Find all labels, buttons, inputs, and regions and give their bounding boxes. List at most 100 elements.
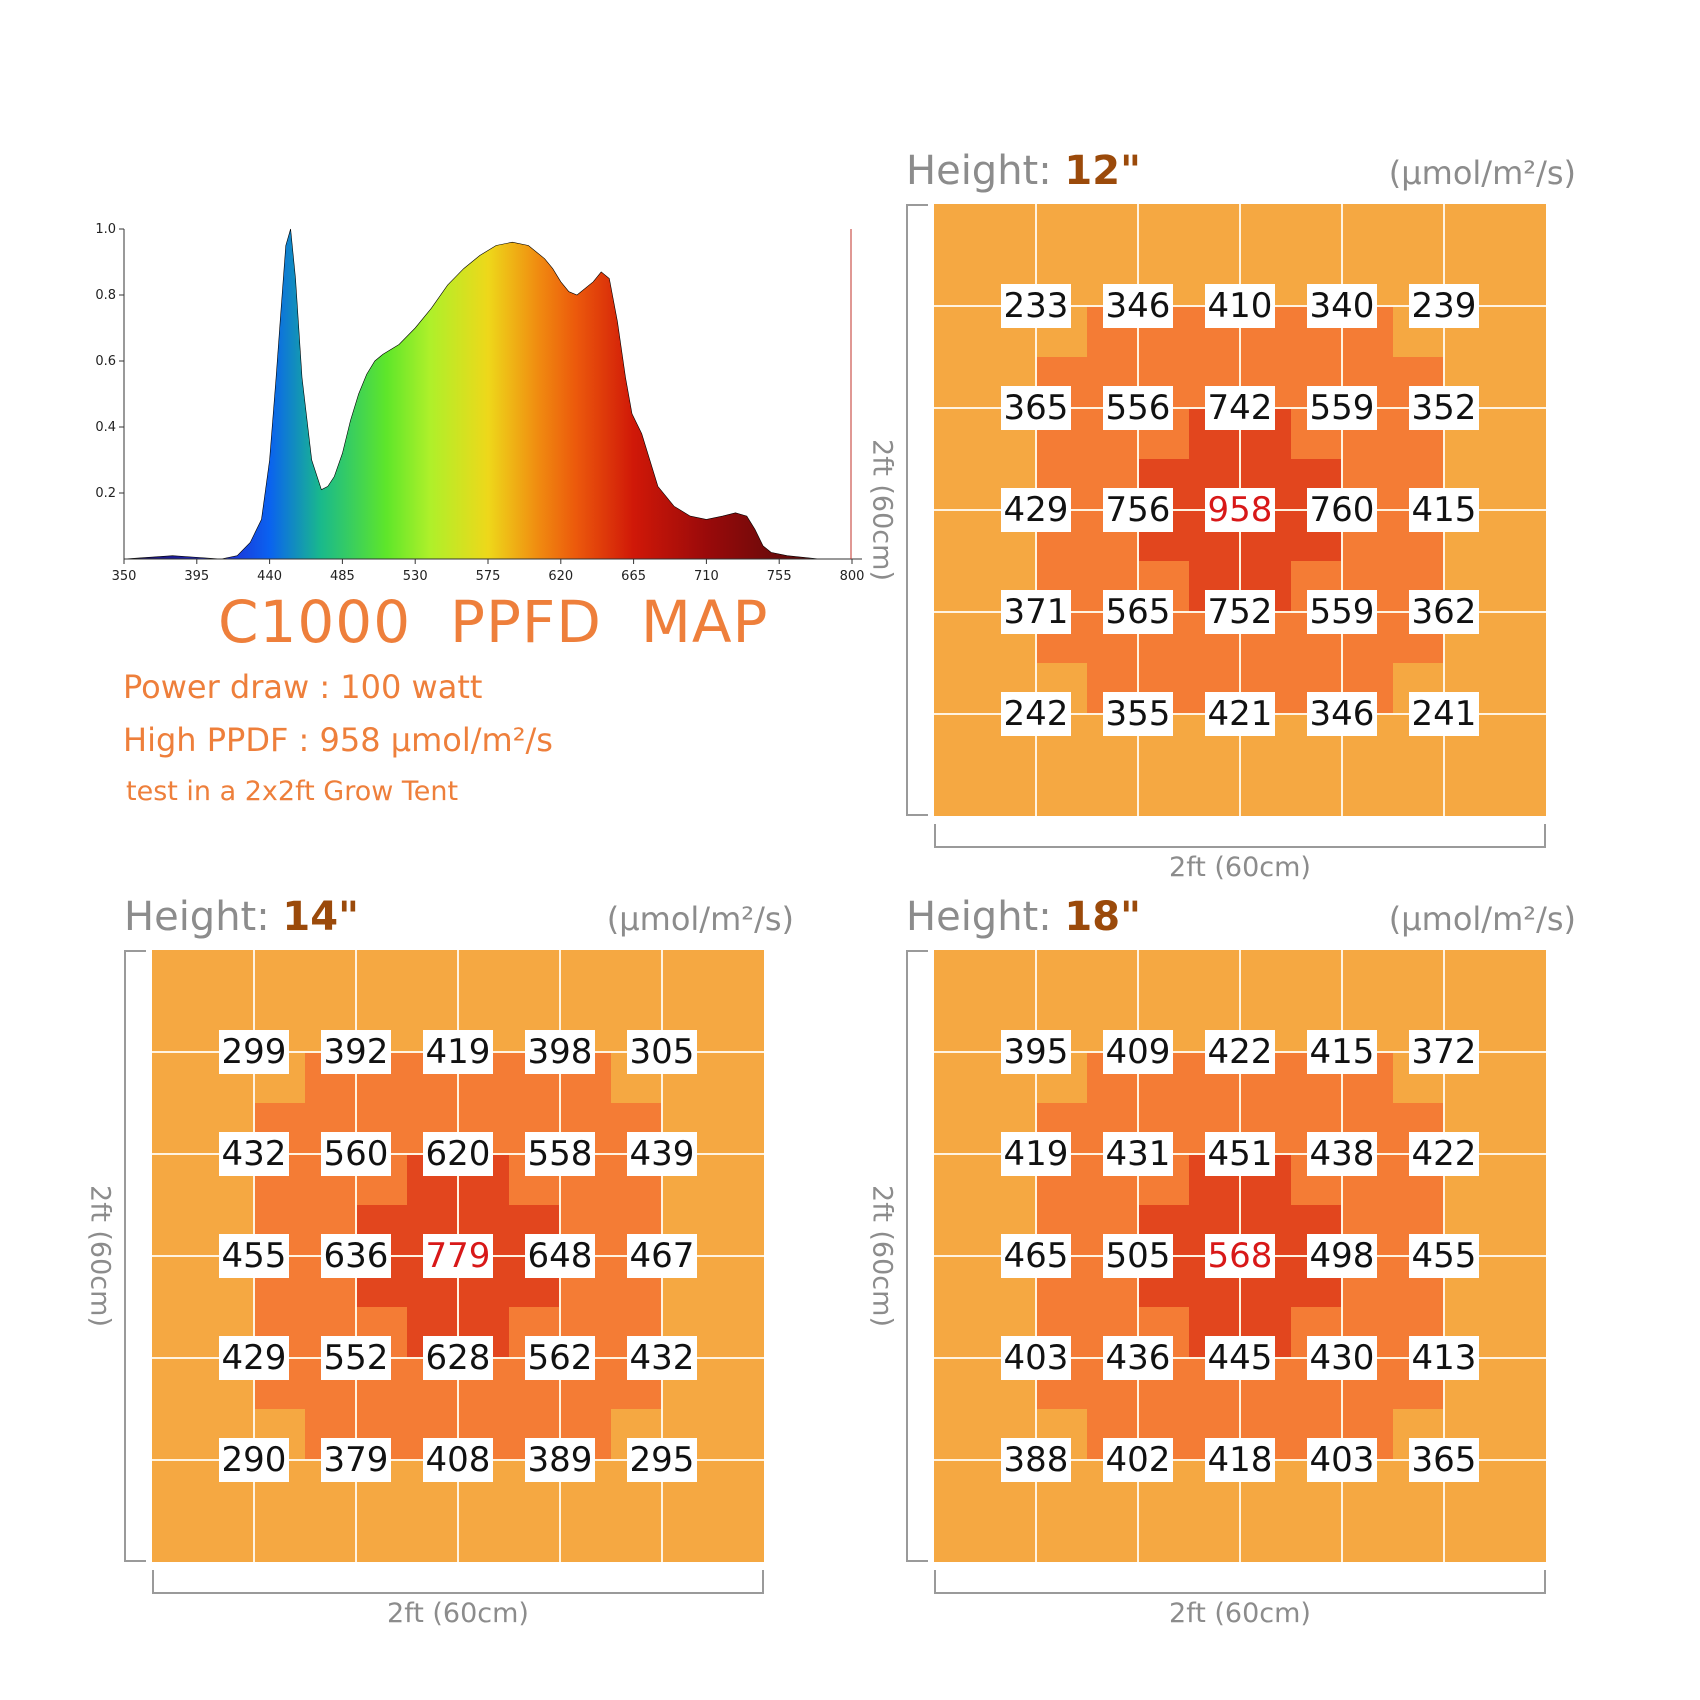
ppfd-value-cell: 392 xyxy=(321,1030,391,1074)
ppfd-value-cell: 362 xyxy=(1409,590,1479,634)
power-draw-text: Power draw : 100 watt xyxy=(123,668,483,706)
ppfd-value-cell: 436 xyxy=(1103,1336,1173,1380)
ppfd-value-cell: 628 xyxy=(423,1336,493,1380)
unit-label: (μmol/m²/s) xyxy=(606,900,794,938)
ppfd-value-cell: 498 xyxy=(1307,1234,1377,1278)
width-bracket xyxy=(934,824,1546,848)
ppfd-value-cell: 432 xyxy=(219,1132,289,1176)
x-tick-label: 395 xyxy=(184,569,209,584)
ppfd-value-cell: 395 xyxy=(1001,1030,1071,1074)
high-ppfd-text: High PPDF : 958 μmol/m²/s xyxy=(123,721,553,759)
ppfd-value-cell: 402 xyxy=(1103,1438,1173,1482)
height-label: Height: xyxy=(906,894,1052,940)
ppfd-value-cell: 556 xyxy=(1103,386,1173,430)
test-note-text: test in a 2x2ft Grow Tent xyxy=(126,776,459,807)
width-bracket xyxy=(934,1570,1546,1594)
y-tick-label: 0.8 xyxy=(95,288,116,303)
height-heading: Height: 18" xyxy=(906,894,1141,940)
page-title: C1000 PPFD MAP xyxy=(218,588,769,656)
ppfd-value-cell: 467 xyxy=(627,1234,697,1278)
ppfd-value-cell: 430 xyxy=(1307,1336,1377,1380)
height-heading: Height: 12" xyxy=(906,148,1141,194)
ppfd-value-cell: 352 xyxy=(1409,386,1479,430)
ppfd-value-cell: 419 xyxy=(1001,1132,1071,1176)
depth-bracket xyxy=(906,950,928,1562)
ppfd-value-cell: 562 xyxy=(525,1336,595,1380)
ppfd-value-cell: 398 xyxy=(525,1030,595,1074)
ppfd-value-cell: 346 xyxy=(1307,692,1377,736)
ppfd-grid: 299 392 419 398 305 432 560 620 558 439 455 636 779 6… xyxy=(152,950,764,1562)
ppfd-value-cell: 422 xyxy=(1409,1132,1479,1176)
ppfd-value-cell: 295 xyxy=(627,1438,697,1482)
ppfd-value-cell: 438 xyxy=(1307,1132,1377,1176)
depth-label: 2ft (60cm) xyxy=(866,439,898,581)
height-label: Height: xyxy=(124,894,270,940)
ppfd-map-12in: Height: 12" (μmol/m²/s) 2ft (60cm) 233 34… xyxy=(867,148,1606,908)
depth-dimension: 2ft (60cm) xyxy=(862,950,902,1562)
ppfd-value-cell: 346 xyxy=(1103,284,1173,328)
ppfd-value-cell: 505 xyxy=(1103,1234,1173,1278)
ppfd-value-cell: 410 xyxy=(1205,284,1275,328)
ppfd-value-cell: 242 xyxy=(1001,692,1071,736)
ppfd-value-cell: 552 xyxy=(321,1336,391,1380)
ppfd-value-cell: 233 xyxy=(1001,284,1071,328)
ppfd-value-cell: 451 xyxy=(1205,1132,1275,1176)
x-tick-label: 530 xyxy=(403,569,428,584)
depth-label: 2ft (60cm) xyxy=(84,1185,116,1327)
ppfd-value-cell: 388 xyxy=(1001,1438,1071,1482)
depth-label: 2ft (60cm) xyxy=(866,1185,898,1327)
ppfd-value-cell: 403 xyxy=(1307,1438,1377,1482)
ppfd-value-cell: 445 xyxy=(1205,1336,1275,1380)
ppfd-value-cell: 372 xyxy=(1409,1030,1479,1074)
ppfd-value-cell: 752 xyxy=(1205,590,1275,634)
ppfd-value-cell: 340 xyxy=(1307,284,1377,328)
ppfd-value-cell: 455 xyxy=(1409,1234,1479,1278)
ppfd-value-cell: 389 xyxy=(525,1438,595,1482)
height-value: 18" xyxy=(1064,894,1141,940)
x-tick-label: 485 xyxy=(330,569,355,584)
ppfd-value-cell: 560 xyxy=(321,1132,391,1176)
x-tick-label: 440 xyxy=(257,569,282,584)
ppfd-value-cell: 756 xyxy=(1103,488,1173,532)
ppfd-value-cell: 620 xyxy=(423,1132,493,1176)
unit-label: (μmol/m²/s) xyxy=(1388,900,1576,938)
x-tick-label: 800 xyxy=(840,569,865,584)
width-label: 2ft (60cm) xyxy=(1169,852,1311,883)
x-tick-label: 665 xyxy=(621,569,646,584)
width-bracket xyxy=(152,1570,764,1594)
depth-bracket xyxy=(906,204,928,816)
ppfd-value-cell: 568 xyxy=(1205,1234,1275,1278)
x-tick-label: 350 xyxy=(112,569,137,584)
ppfd-grid: 233 346 410 340 239 365 556 742 559 352 429 756 958 7… xyxy=(934,204,1546,816)
ppfd-value-cell: 760 xyxy=(1307,488,1377,532)
ppfd-value-cell: 415 xyxy=(1307,1030,1377,1074)
y-tick-label: 0.4 xyxy=(95,420,116,435)
ppfd-value-cell: 403 xyxy=(1001,1336,1071,1380)
ppfd-value-cell: 409 xyxy=(1103,1030,1173,1074)
ppfd-value-cell: 421 xyxy=(1205,692,1275,736)
x-tick-label: 755 xyxy=(767,569,792,584)
ppfd-value-cell: 371 xyxy=(1001,590,1071,634)
ppfd-value-cell: 355 xyxy=(1103,692,1173,736)
depth-bracket xyxy=(124,950,146,1562)
depth-dimension: 2ft (60cm) xyxy=(80,950,120,1562)
x-tick-label: 710 xyxy=(694,569,719,584)
ppfd-value-cell: 455 xyxy=(219,1234,289,1278)
width-label: 2ft (60cm) xyxy=(1169,1598,1311,1629)
height-value: 12" xyxy=(1064,148,1141,194)
ppfd-value-cell: 429 xyxy=(219,1336,289,1380)
ppfd-value-cell: 432 xyxy=(627,1336,697,1380)
ppfd-grid: 395 409 422 415 372 419 431 451 438 422 465 505 568 4… xyxy=(934,950,1546,1562)
height-heading: Height: 14" xyxy=(124,894,359,940)
ppfd-value-cell: 413 xyxy=(1409,1336,1479,1380)
ppfd-value-cell: 648 xyxy=(525,1234,595,1278)
height-value: 14" xyxy=(282,894,359,940)
ppfd-map-18in: Height: 18" (μmol/m²/s) 2ft (60cm) 395 40… xyxy=(867,894,1606,1654)
ppfd-value-cell: 241 xyxy=(1409,692,1479,736)
ppfd-value-cell: 559 xyxy=(1307,590,1377,634)
ppfd-value-cell: 305 xyxy=(627,1030,697,1074)
ppfd-value-cell: 365 xyxy=(1409,1438,1479,1482)
ppfd-value-cell: 429 xyxy=(1001,488,1071,532)
ppfd-value-cell: 742 xyxy=(1205,386,1275,430)
x-tick-label: 620 xyxy=(548,569,573,584)
